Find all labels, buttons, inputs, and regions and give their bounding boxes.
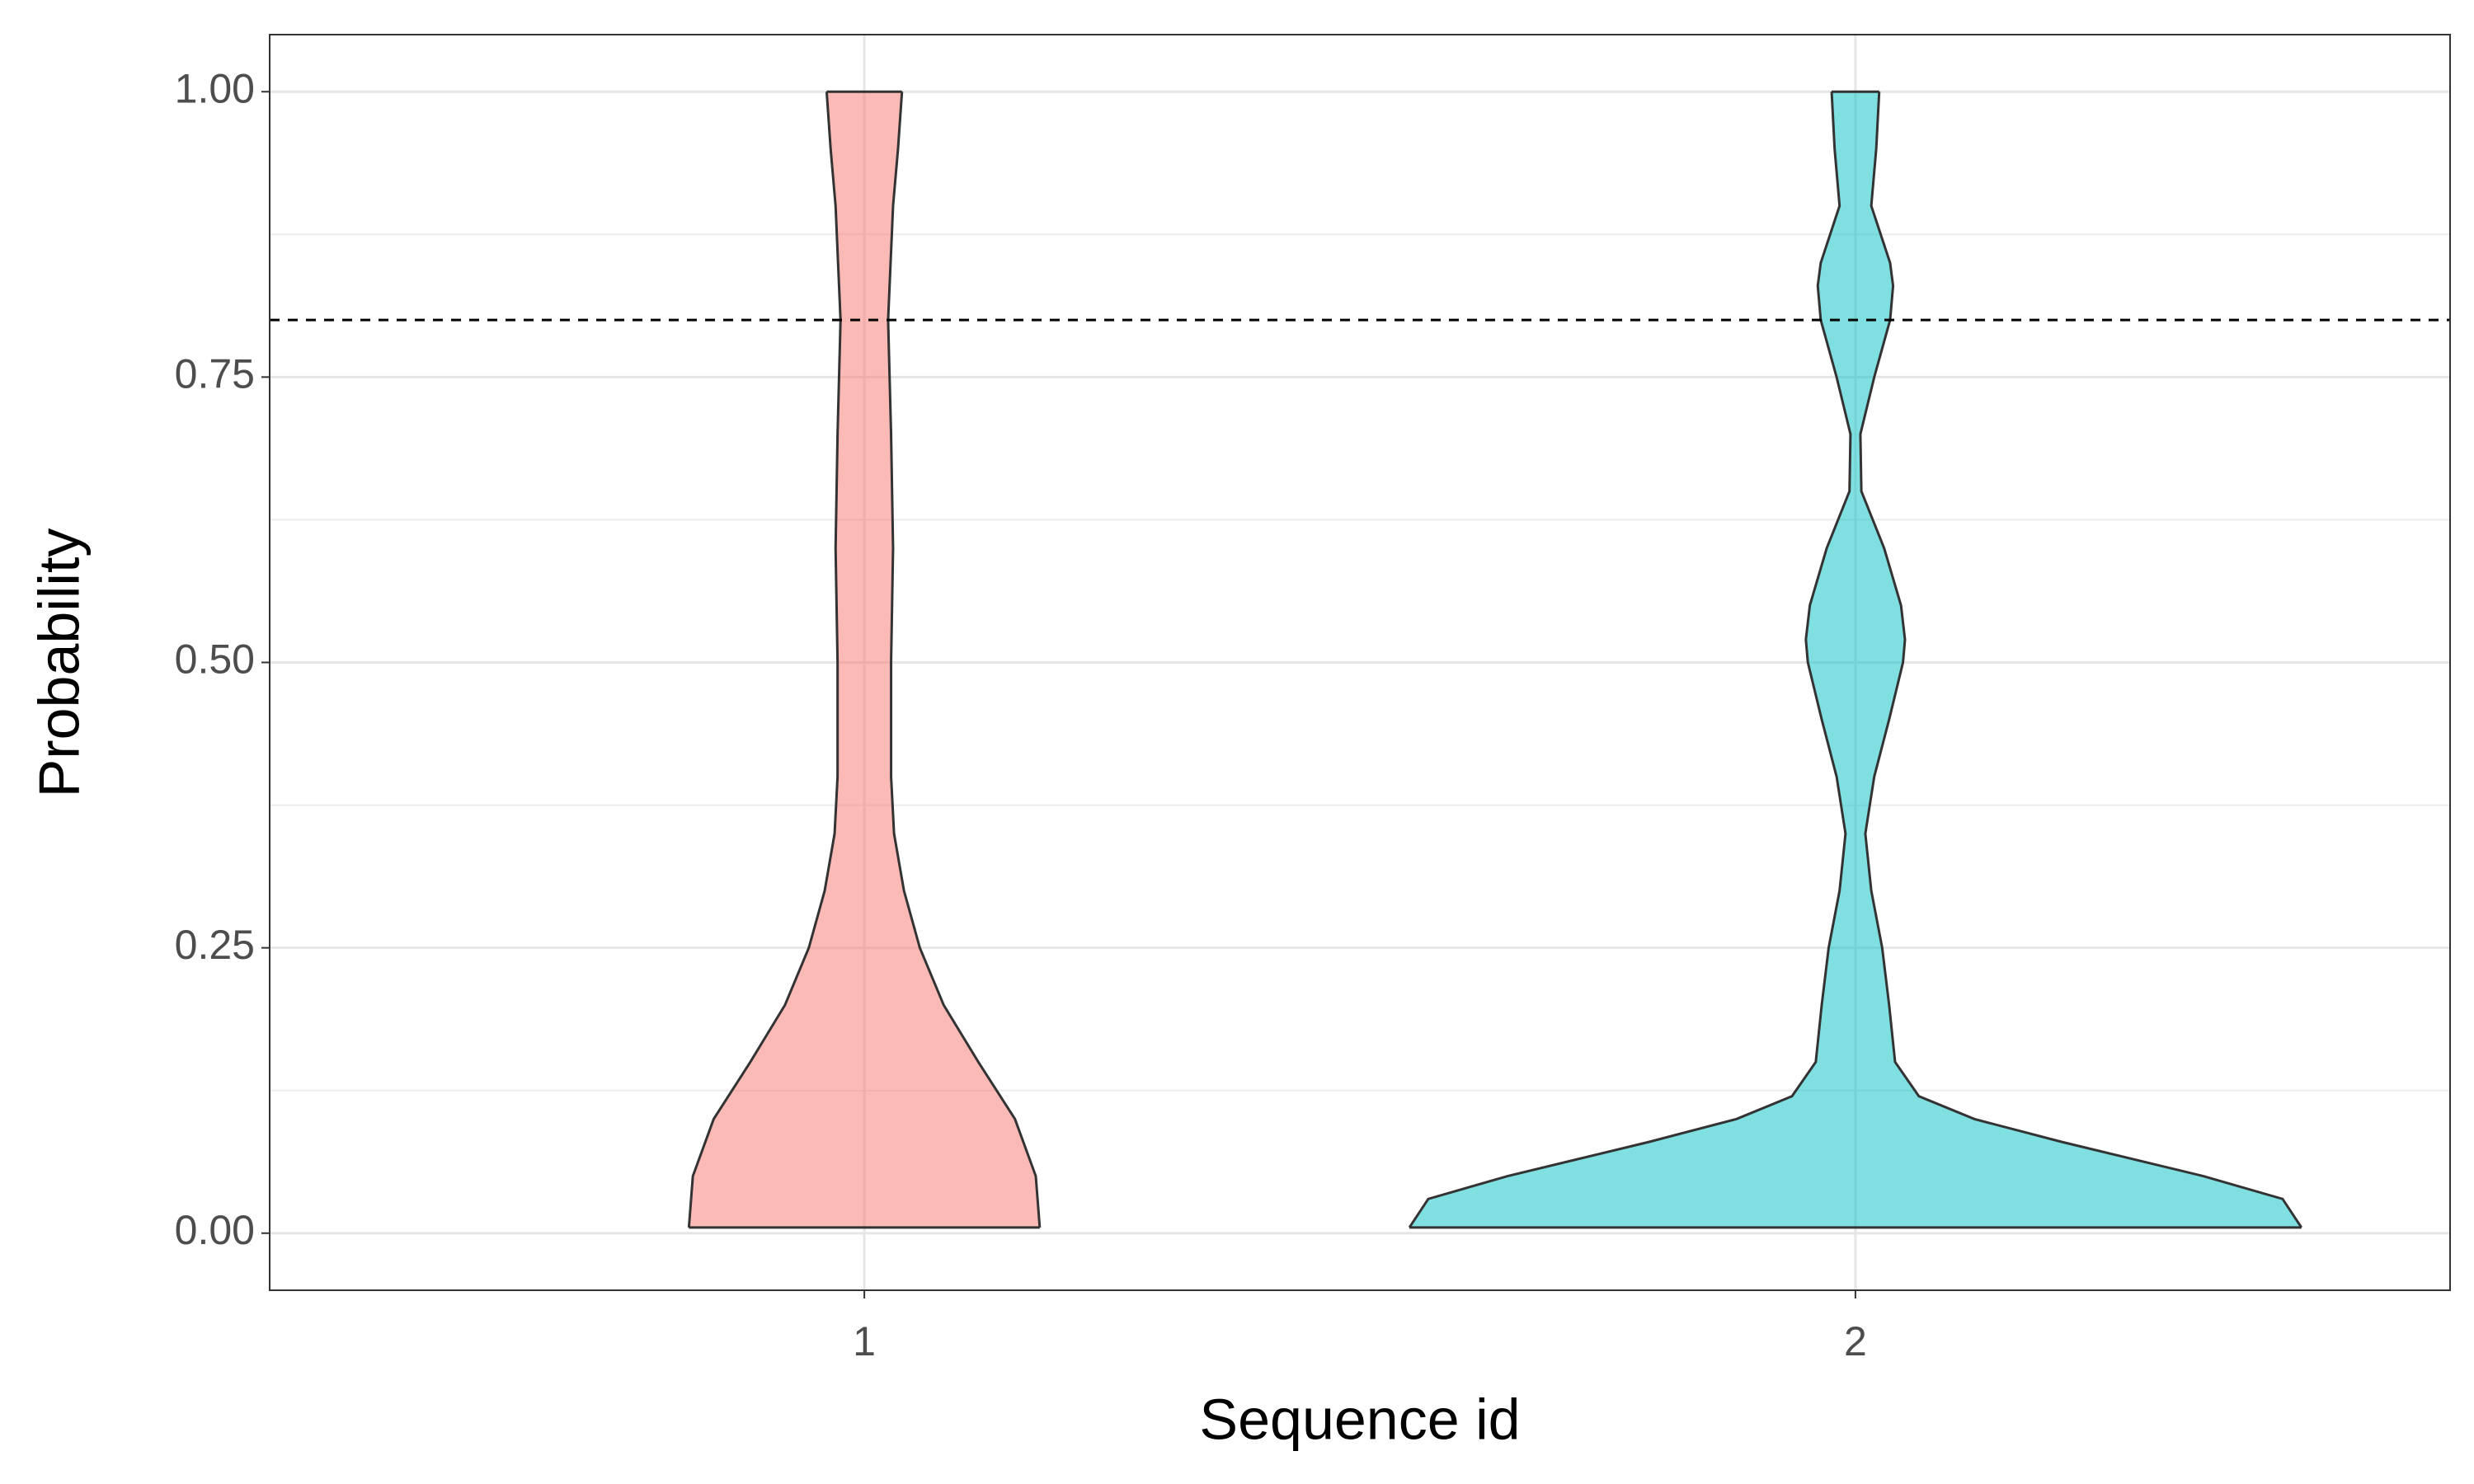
violin-left-edge: [1408, 92, 1852, 1228]
x-axis-title: Sequence id: [1199, 1387, 1520, 1451]
y-tick-label: 1.00: [175, 65, 255, 111]
y-tick-label: 0.75: [175, 351, 255, 397]
violin-left-edge: [687, 92, 842, 1228]
y-tick-label: 0.50: [175, 636, 255, 683]
violin-body: [1409, 92, 2302, 1228]
y-axis-title: Probability: [26, 528, 91, 798]
y-tick-label: 0.25: [175, 922, 255, 968]
violin-body: [689, 92, 1040, 1228]
violin-right-edge: [1859, 92, 2302, 1228]
y-tick-label: 0.00: [175, 1207, 255, 1253]
violin-right-edge: [887, 92, 1042, 1228]
x-tick-label: 2: [1844, 1318, 1867, 1364]
x-tick-label: 1: [853, 1318, 876, 1364]
